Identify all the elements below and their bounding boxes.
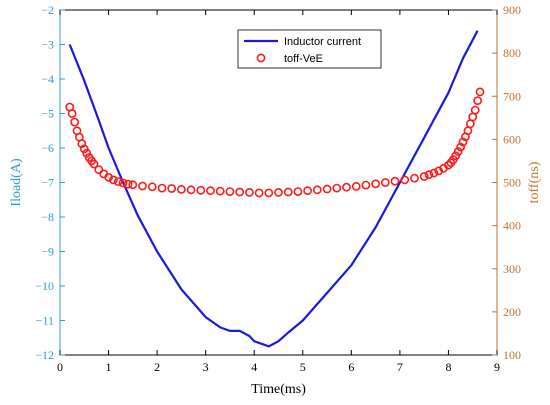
legend-marker-toff	[256, 53, 266, 63]
x-tick-label: 8	[445, 360, 451, 374]
left-y-tick-label: −10	[35, 279, 54, 293]
toff-point	[332, 183, 342, 193]
toff-point	[244, 187, 254, 197]
toff-point	[322, 184, 332, 194]
right-y-axis-title: toff(ns)	[527, 161, 542, 203]
toff-point	[303, 186, 312, 196]
toff-point	[453, 147, 463, 156]
right-y-tick-label: 900	[503, 3, 521, 17]
left-y-tick-label: −5	[41, 107, 54, 121]
toff-point	[89, 159, 99, 169]
x-tick-label: 0	[57, 360, 63, 374]
toff-point	[429, 168, 439, 178]
toff-point	[380, 178, 390, 187]
toff-point	[264, 188, 274, 198]
toff-point	[225, 187, 235, 196]
toff-point	[342, 182, 351, 192]
toff-point	[196, 185, 206, 195]
left-y-tick-label: −7	[41, 176, 54, 190]
toff-point	[123, 179, 133, 189]
right-y-tick-label: 200	[503, 305, 521, 319]
toff-point	[109, 175, 118, 185]
toff-point	[283, 187, 293, 197]
toff-point	[104, 172, 113, 182]
x-tick-label: 9	[494, 360, 500, 374]
toff-point	[157, 183, 167, 193]
x-tick-label: 4	[251, 360, 257, 374]
toff-point	[410, 173, 419, 183]
toff-point	[235, 187, 245, 197]
left-y-tick-label: −6	[41, 141, 54, 155]
x-tick-label: 2	[154, 360, 160, 374]
right-y-tick-label: 300	[503, 262, 521, 276]
toff-point	[458, 137, 468, 147]
toff-point	[147, 182, 157, 192]
x-tick-label: 3	[203, 360, 209, 374]
toff-point	[94, 165, 104, 174]
left-y-axis-title: Iload(A)	[9, 158, 24, 207]
toff-point	[312, 185, 322, 195]
x-tick-label: 5	[300, 360, 306, 374]
x-axis-title: Time(ms)	[251, 382, 306, 397]
toff-point	[82, 148, 92, 158]
left-y-tick-label: −9	[41, 245, 54, 259]
toff-point	[371, 179, 380, 189]
right-y-tick-label: 400	[503, 219, 521, 233]
toff-point	[470, 105, 480, 115]
toff-point	[456, 142, 465, 152]
toff-point	[424, 170, 434, 180]
toff-point	[167, 184, 177, 193]
right-y-tick-label: 500	[503, 176, 521, 190]
toff-point	[351, 181, 361, 191]
toff-point	[254, 188, 264, 198]
x-tick-label: 7	[397, 360, 403, 374]
toff-point	[400, 175, 410, 185]
toff-point	[176, 184, 186, 194]
toff-point	[274, 187, 283, 197]
left-y-tick-label: −4	[41, 72, 54, 86]
legend: Inductor current toff-VeE	[237, 29, 382, 69]
toff-point	[361, 180, 371, 190]
toff-point	[186, 185, 196, 195]
left-y-tick-label: −12	[35, 348, 54, 362]
left-y-tick-label: −8	[41, 210, 54, 224]
toff-point	[293, 187, 303, 196]
right-y-tick-label: 700	[503, 89, 521, 103]
toff-point	[443, 160, 453, 170]
toff-point	[70, 117, 79, 127]
left-y-tick-label: −2	[41, 3, 54, 17]
legend-label-toff: toff-VeE	[284, 53, 323, 65]
toff-point	[215, 186, 225, 196]
toff-point	[475, 87, 485, 97]
toff-point	[451, 151, 461, 161]
right-y-tick-label: 800	[503, 46, 521, 60]
axis-layer: 0 1 2 3 4 5 6 7 8 9 −12 −11 −10 −9 −8 −7 −6 −5 −4 −3 −2 100 20…	[35, 3, 521, 374]
left-y-tick-label: −11	[36, 314, 54, 328]
toff-point	[128, 180, 138, 190]
toff-point	[390, 176, 400, 186]
right-y-tick-label: 100	[503, 348, 521, 362]
x-tick-label: 1	[106, 360, 112, 374]
toff-point	[113, 177, 123, 186]
toff-point	[67, 109, 77, 118]
toff-point	[473, 96, 482, 105]
right-y-tick-label: 600	[503, 132, 521, 146]
series-layer	[65, 30, 485, 348]
toff-point	[419, 172, 429, 181]
left-y-tick-label: −3	[41, 38, 54, 52]
toff-point	[206, 186, 215, 196]
toff-point	[138, 181, 147, 191]
x-tick-label: 6	[348, 360, 354, 374]
series-line-inductor-current	[68, 30, 479, 348]
toff-point	[118, 178, 128, 188]
toff-point	[79, 144, 89, 154]
legend-label-inductor: Inductor current	[284, 36, 361, 48]
